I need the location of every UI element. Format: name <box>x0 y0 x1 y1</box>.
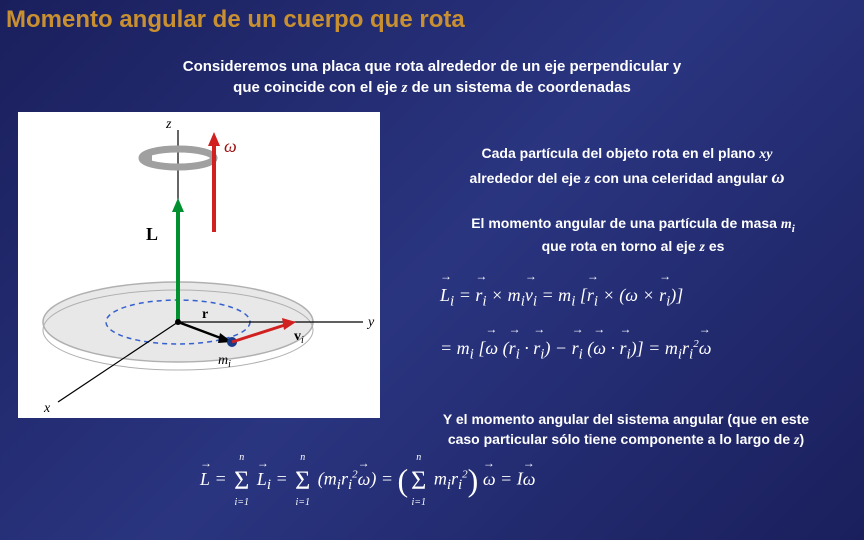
p2-t2: que rota en torno al eje <box>542 238 700 254</box>
axis-y-label: y <box>366 315 375 330</box>
L-label: L <box>146 224 158 244</box>
eq1-row2: = mi [ω (ri · ri) − ri (ω · ri)] = miri2… <box>440 329 711 372</box>
subtitle-line1: Consideremos una placa que rota alrededo… <box>183 58 681 75</box>
equation-2: L = Σni=1 Li = Σni=1 (miri2ω) = (Σni=1 m… <box>200 462 535 499</box>
p2-mi: mi <box>781 217 795 232</box>
p1-xy: xy <box>759 147 772 162</box>
rotation-figure: y x z L ω r mi vi <box>18 112 380 418</box>
omega-label: ω <box>224 136 237 156</box>
p2-t1: El momento angular de una partícula de m… <box>471 215 781 231</box>
eq1-row1: Li = ri × mivi = mi [ri × (ω × ri)] <box>440 276 711 319</box>
p1-t1: Cada partícula del objeto rota en el pla… <box>482 145 760 161</box>
subtitle: Consideremos una placa que rota alrededo… <box>130 56 734 99</box>
axis-z-label: z <box>165 117 172 132</box>
subtitle-line2b: de un sistema de coordenadas <box>407 79 630 96</box>
equation-1: Li = ri × mivi = mi [ri × (ω × ri)] = mi… <box>440 276 711 381</box>
r-label: r <box>202 307 208 322</box>
page-title: Momento angular de un cuerpo que rota <box>6 6 465 34</box>
axis-x-label: x <box>43 401 51 416</box>
figure-svg: y x z L ω r mi vi <box>18 112 380 418</box>
paragraph-2: El momento angular de una partícula de m… <box>410 214 856 258</box>
subtitle-line2a: que coincide con el eje <box>233 79 401 96</box>
p3-t2: caso particular sólo tiene componente a … <box>448 431 794 447</box>
p1-t2: alrededor del eje <box>470 170 585 186</box>
p1-omega: ω <box>771 167 784 187</box>
paragraph-3: Y el momento angular del sistema angular… <box>396 410 856 450</box>
p3-t1: Y el momento angular del sistema angular… <box>443 411 809 427</box>
p2-t3: es <box>705 238 724 254</box>
p3-t3: ) <box>799 431 804 447</box>
p1-t3: con una celeridad angular <box>590 170 771 186</box>
paragraph-1: Cada partícula del objeto rota en el pla… <box>410 144 844 190</box>
